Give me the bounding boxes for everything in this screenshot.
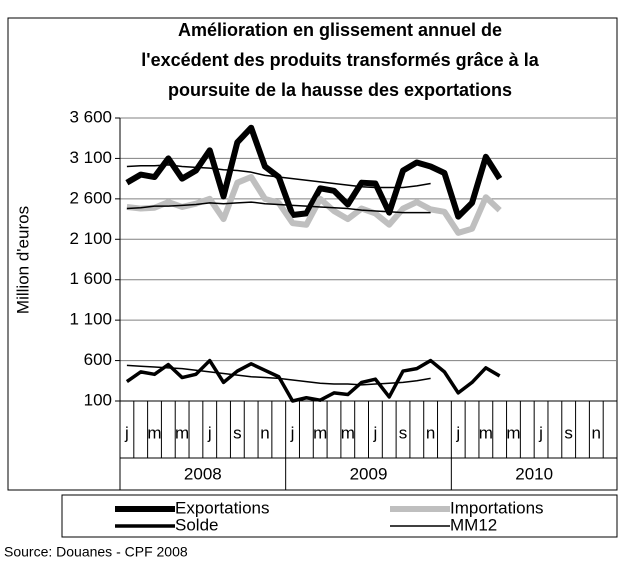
legend-label: Solde: [175, 515, 218, 534]
legend-label: MM12: [450, 515, 497, 534]
x-tick-label: j: [373, 423, 378, 442]
series-line: [126, 164, 431, 189]
x-tick-label: j: [207, 423, 212, 442]
chart-frame: [7, 17, 618, 491]
chart-title: l'excédent des produits transformés grâc…: [141, 50, 539, 70]
x-tick-label: n: [260, 423, 269, 442]
x-tick-label: s: [564, 423, 573, 442]
x-tick-label: m: [479, 423, 493, 442]
x-tick-label: m: [506, 423, 520, 442]
series-line: [125, 358, 501, 403]
x-tick-label: m: [341, 423, 355, 442]
y-tick-label: 1 100: [69, 310, 112, 329]
series-line: [126, 201, 431, 214]
y-tick-label: 3 600: [69, 107, 112, 126]
y-tick-label: 100: [84, 390, 112, 409]
x-tick-label: m: [313, 423, 327, 442]
legend-label: Exportations: [175, 498, 270, 517]
x-tick-label: s: [399, 423, 408, 442]
chart-title: poursuite de la hausse des exportations: [168, 80, 512, 100]
y-tick-label: 600: [84, 350, 112, 369]
y-tick-label: 2 600: [69, 188, 112, 207]
y-tick-label: 3 100: [69, 148, 112, 167]
chart-title: Amélioration en glissement annuel de: [178, 20, 502, 40]
x-tick-label: j: [124, 423, 129, 442]
y-tick-label: 1 600: [69, 269, 112, 288]
source: Source: Douanes - CPF 2008: [4, 544, 188, 560]
x-tick-label: j: [290, 423, 295, 442]
year-label: 2008: [184, 464, 222, 483]
year-label: 2010: [515, 464, 553, 483]
x-tick-label: s: [233, 423, 242, 442]
y-tick-label: 2 100: [69, 229, 112, 248]
series-line: [125, 124, 503, 220]
x-tick-label: n: [592, 423, 601, 442]
legend-label: Importations: [450, 498, 544, 517]
x-tick-label: j: [538, 423, 543, 442]
y-axis-label: Million d'euros: [13, 206, 32, 314]
x-tick-label: j: [455, 423, 460, 442]
x-tick-label: m: [175, 423, 189, 442]
year-label: 2009: [350, 464, 388, 483]
x-tick-label: m: [147, 423, 161, 442]
x-tick-label: n: [426, 423, 435, 442]
series-line: [126, 364, 431, 386]
legend-box: [61, 494, 618, 538]
